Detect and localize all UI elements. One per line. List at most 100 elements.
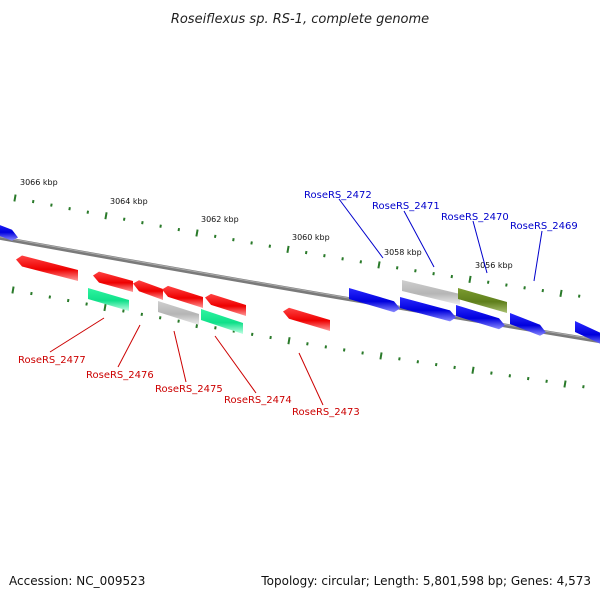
gene-edge-right[interactable] — [575, 321, 600, 346]
tick-lower-26 — [490, 371, 493, 375]
tick-upper-0 — [13, 194, 17, 202]
gene-label-2477[interactable]: RoseRS_2477 — [18, 355, 86, 366]
tick-upper-7 — [141, 221, 144, 225]
gene-label-2476[interactable]: RoseRS_2476 — [86, 370, 154, 381]
tick-upper-14 — [268, 244, 272, 248]
tick-lower-29 — [545, 379, 548, 383]
gene-2471b[interactable] — [400, 297, 456, 322]
gene-label-2472[interactable]: RoseRS_2472 — [304, 190, 372, 201]
gene-2476-rna[interactable] — [88, 288, 129, 311]
kbp-label-3062: 3062 kbp — [201, 215, 239, 224]
tick-lower-31 — [582, 385, 585, 389]
tick-lower-18 — [342, 348, 346, 352]
kbp-label-3064: 3064 kbp — [110, 197, 148, 206]
tick-upper-30 — [559, 289, 563, 297]
tick-lower-14 — [269, 335, 272, 340]
tick-upper-13 — [250, 241, 253, 245]
tick-lower-28 — [526, 376, 530, 381]
tick-lower-20 — [379, 352, 383, 360]
gene-label-2473[interactable]: RoseRS_2473 — [292, 407, 360, 418]
leader-2470 — [472, 220, 488, 274]
leader-2471 — [403, 210, 435, 268]
tick-upper-10 — [195, 229, 199, 237]
tick-upper-2 — [50, 203, 53, 207]
tick-lower-9 — [177, 319, 180, 323]
gene-2470-highlight[interactable] — [458, 288, 507, 313]
gene-2477b[interactable] — [93, 271, 133, 292]
gene-track — [0, 222, 600, 346]
tick-upper-29 — [541, 288, 545, 293]
tick-lower-4 — [85, 302, 88, 306]
kbp-label-3066: 3066 kbp — [20, 178, 58, 187]
tick-lower-8 — [158, 316, 162, 320]
tick-upper-3 — [68, 207, 71, 211]
tick-upper-24 — [450, 274, 454, 279]
genome-backbone-highlight — [0, 236, 600, 341]
kbp-label-3056: 3056 kbp — [475, 261, 513, 270]
tick-lower-7 — [140, 312, 144, 317]
leader-2475 — [173, 330, 187, 383]
genome-summary-text: Topology: circular; Length: 5,801,598 bp… — [261, 574, 591, 588]
leader-2469 — [533, 230, 543, 282]
tick-upper-26 — [486, 280, 490, 284]
gene-2475a[interactable] — [162, 285, 203, 308]
tick-upper-19 — [359, 260, 363, 264]
tick-upper-17 — [323, 254, 326, 258]
tick-upper-6 — [122, 217, 126, 221]
gene-2471-pseudo[interactable] — [402, 280, 460, 305]
tick-upper-1 — [31, 199, 35, 204]
tick-lower-30 — [563, 380, 567, 388]
tick-lower-13 — [250, 332, 254, 336]
tick-upper-20 — [377, 261, 381, 269]
leader-2474 — [214, 335, 257, 394]
tick-upper-9 — [177, 227, 181, 232]
kbp-labels: 3066 kbp 3064 kbp 3062 kbp 3060 kbp 3058… — [20, 178, 513, 270]
leader-lines — [49, 198, 543, 406]
gene-2469[interactable] — [510, 313, 546, 336]
gene-2476b[interactable] — [133, 280, 163, 300]
tick-lower-2 — [48, 295, 52, 299]
gene-2472a[interactable] — [349, 288, 400, 313]
gene-label-2474[interactable]: RoseRS_2474 — [224, 395, 292, 406]
accession-text: Accession: NC_009523 — [9, 574, 146, 588]
leader-2477 — [49, 317, 105, 353]
gene-2470b[interactable] — [456, 305, 505, 330]
gene-2475-pseudo[interactable] — [158, 301, 199, 325]
gene-label-2470[interactable]: RoseRS_2470 — [441, 212, 509, 223]
leader-2472 — [338, 198, 384, 259]
leader-2476 — [117, 324, 141, 368]
tick-upper-18 — [341, 257, 344, 261]
tick-upper-15 — [286, 245, 290, 254]
tick-upper-12 — [232, 238, 235, 242]
kbp-label-3058: 3058 kbp — [384, 248, 422, 257]
tick-upper-22 — [414, 269, 417, 273]
gene-2473[interactable] — [283, 307, 330, 331]
scale-ticks-upper — [13, 194, 581, 298]
tick-lower-3 — [66, 298, 70, 303]
tick-upper-11 — [213, 234, 217, 238]
tick-lower-6 — [122, 309, 125, 313]
tick-upper-5 — [104, 212, 108, 220]
scale-ticks-lower — [11, 286, 585, 389]
gene-edge-left[interactable] — [0, 222, 18, 241]
tick-lower-17 — [324, 345, 328, 349]
gene-2474a[interactable] — [205, 293, 246, 316]
tick-upper-27 — [505, 283, 508, 287]
tick-lower-16 — [306, 342, 309, 346]
gene-2477a[interactable] — [16, 255, 78, 282]
leader-2473 — [298, 352, 324, 406]
gene-2474-rna[interactable] — [201, 309, 243, 334]
map-title: Roseiflexus sp. RS-1, complete genome — [171, 12, 429, 27]
tick-upper-8 — [159, 224, 162, 228]
gene-label-2469[interactable]: RoseRS_2469 — [510, 221, 578, 232]
gene-label-2471[interactable]: RoseRS_2471 — [372, 201, 440, 212]
tick-upper-23 — [432, 272, 435, 276]
gene-label-2475[interactable]: RoseRS_2475 — [155, 384, 223, 395]
tick-lower-11 — [214, 326, 217, 330]
tick-lower-0 — [11, 286, 15, 294]
tick-upper-31 — [577, 294, 581, 298]
tick-upper-4 — [86, 210, 90, 214]
tick-lower-21 — [398, 357, 401, 361]
tick-lower-5 — [103, 303, 107, 312]
